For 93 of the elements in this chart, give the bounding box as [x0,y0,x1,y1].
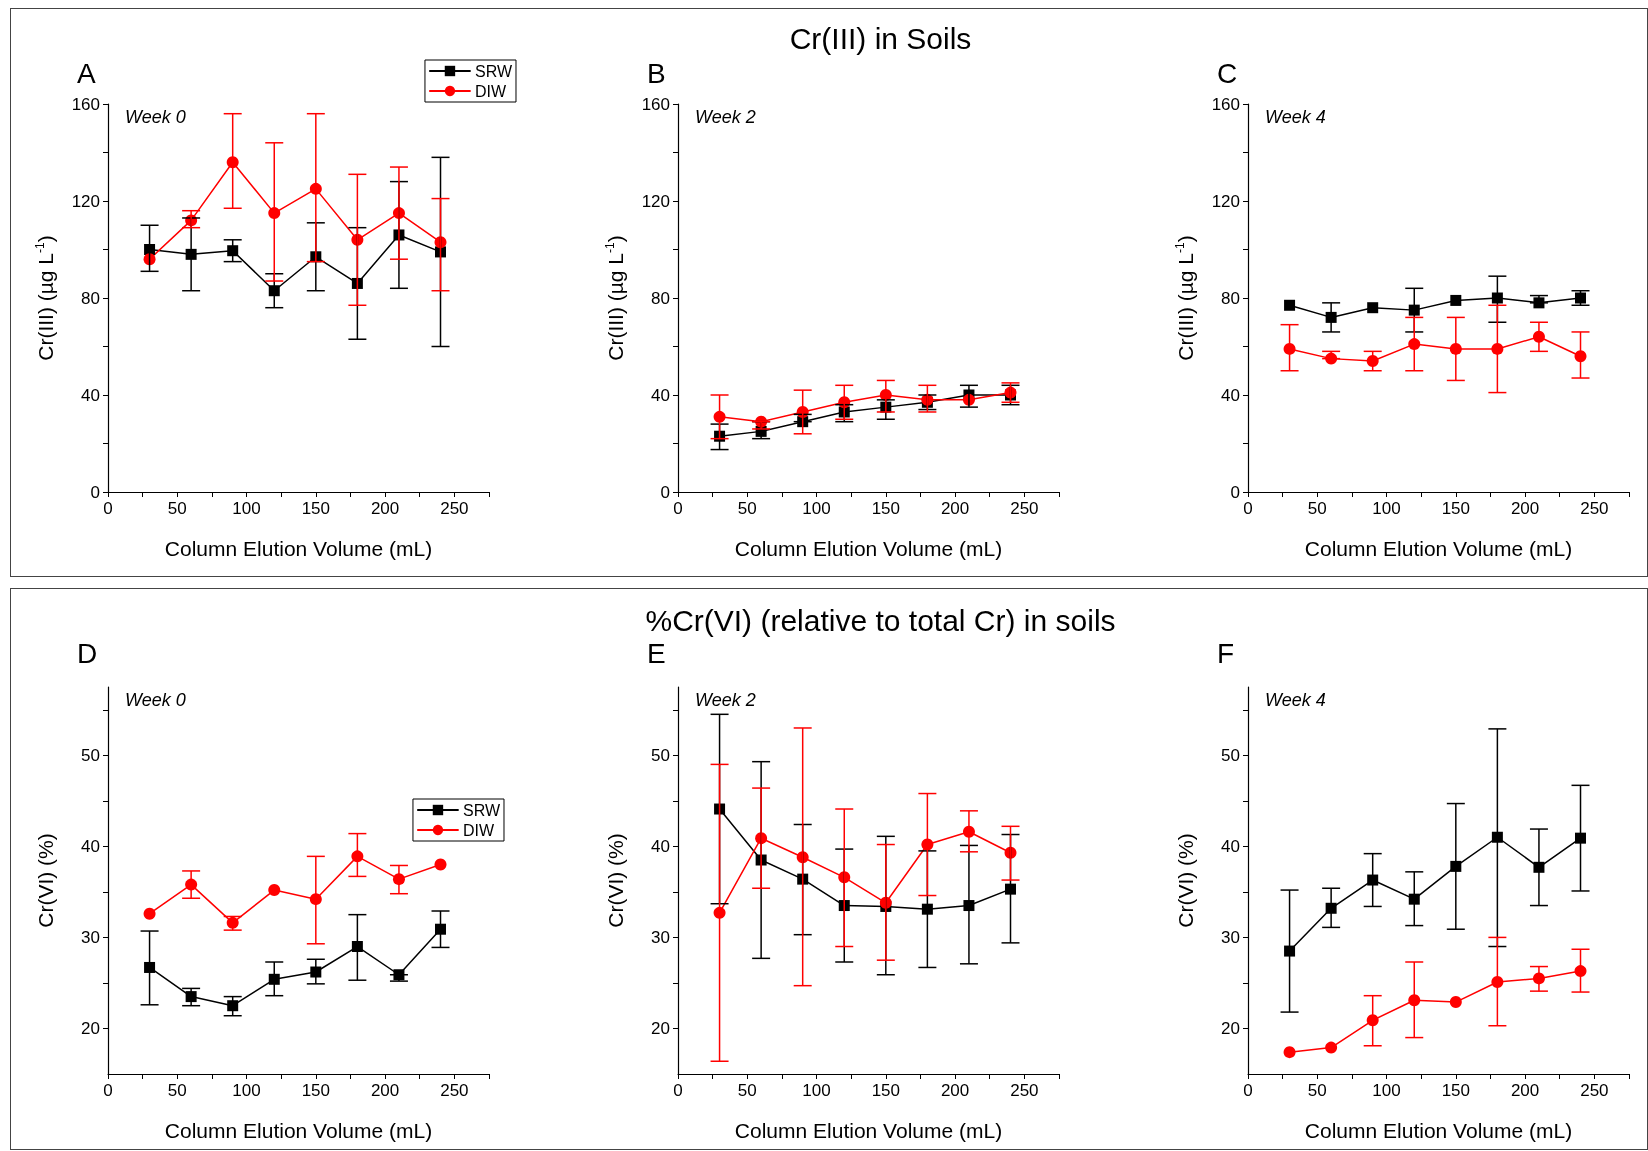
y-tick-label: 30 [1221,927,1240,947]
y-tick-label: 120 [641,191,670,211]
x-tick-label: 50 [737,499,757,518]
legend-label: DIW [462,821,495,839]
x-tick-label: 0 [673,1081,683,1100]
y-tick-label: 0 [1230,482,1240,502]
y-tick-label: 40 [81,836,100,856]
y-axis-title: Cr(III) (µg L-1) [33,235,57,361]
legend-label: DIW [474,82,507,100]
x-tick-label: 250 [1580,499,1609,518]
x-tick-label: 100 [1372,1081,1401,1100]
chart-title: C [1217,57,1238,89]
chart-subtitle: Cr(III) in Soils [789,21,972,55]
x-tick-label: 150 [1441,1081,1471,1100]
y-tick-label: 120 [1211,191,1240,211]
y-axis-title: Cr(III) (µg L-1) [603,235,627,361]
x-tick-label: 0 [1243,1081,1253,1100]
y-tick-label: 160 [1211,94,1240,114]
y-tick-label: 0 [660,482,670,502]
y-tick-label: 20 [651,1018,670,1038]
annotation: Week 2 [695,690,756,710]
legend-label: SRW [474,62,513,80]
x-tick-label: 250 [440,1081,469,1100]
x-tick-label: 0 [673,499,683,518]
x-tick-label: 50 [167,499,187,518]
x-tick-label: 0 [103,499,113,518]
x-tick-label: 200 [1510,499,1540,518]
chart-title: D [77,637,98,669]
x-tick-label: 100 [232,1081,261,1100]
x-tick-label: 150 [301,1081,331,1100]
y-tick-label: 80 [1221,288,1240,308]
chart-title: A [77,57,96,89]
x-tick-label: 250 [440,499,469,518]
x-tick-label: 200 [1510,1081,1540,1100]
chart-title: B [647,57,666,89]
annotation: Week 0 [125,690,186,710]
y-tick-label: 40 [1221,385,1240,405]
y-tick-label: 120 [71,191,100,211]
y-axis-title: Cr(VI) (%) [1174,833,1197,928]
y-tick-label: 40 [651,385,670,405]
y-axis-title: Cr(VI) (%) [604,833,627,928]
y-tick-label: 40 [81,385,100,405]
y-tick-label: 30 [651,927,670,947]
x-axis-title: Column Elution Volume (mL) [1304,1119,1573,1142]
annotation: Week 4 [1265,690,1326,710]
y-tick-label: 30 [81,927,100,947]
x-tick-label: 200 [370,1081,400,1100]
legend-label: SRW [462,801,501,819]
y-tick-label: 80 [81,288,100,308]
x-tick-label: 100 [1372,499,1401,518]
y-tick-label: 0 [90,482,100,502]
x-tick-label: 100 [802,1081,831,1100]
x-tick-label: 0 [103,1081,113,1100]
y-tick-label: 40 [651,836,670,856]
x-tick-label: 200 [370,499,400,518]
x-tick-label: 150 [871,1081,901,1100]
x-axis-title: Column Elution Volume (mL) [1304,537,1573,560]
x-tick-label: 100 [232,499,261,518]
y-tick-label: 20 [1221,1018,1240,1038]
annotation: Week 4 [1265,107,1326,127]
y-tick-label: 160 [71,94,100,114]
x-tick-label: 50 [167,1081,187,1100]
x-tick-label: 50 [737,1081,757,1100]
x-tick-label: 250 [1010,499,1039,518]
x-tick-label: 150 [1441,499,1471,518]
x-tick-label: 250 [1010,1081,1039,1100]
x-tick-label: 150 [301,499,331,518]
y-tick-label: 50 [651,745,670,765]
x-axis-title: Column Elution Volume (mL) [164,1119,433,1142]
x-tick-label: 200 [940,499,970,518]
y-tick-label: 50 [1221,745,1240,765]
y-tick-label: 160 [641,94,670,114]
x-tick-label: 50 [1307,1081,1327,1100]
x-tick-label: 100 [802,499,831,518]
y-axis-title: Cr(VI) (%) [34,833,57,928]
y-tick-label: 80 [651,288,670,308]
x-tick-label: 150 [871,499,901,518]
x-tick-label: 250 [1580,1081,1609,1100]
annotation: Week 0 [125,107,186,127]
x-tick-label: 50 [1307,499,1327,518]
x-tick-label: 200 [940,1081,970,1100]
y-tick-label: 40 [1221,836,1240,856]
y-tick-label: 20 [81,1018,100,1038]
y-axis-title: Cr(III) (µg L-1) [1173,235,1197,361]
y-tick-label: 50 [81,745,100,765]
chart-title: E [647,637,666,669]
x-axis-title: Column Elution Volume (mL) [164,537,433,560]
chart-title: F [1217,637,1235,669]
x-tick-label: 0 [1243,499,1253,518]
x-axis-title: Column Elution Volume (mL) [734,537,1003,560]
annotation: Week 2 [695,107,756,127]
chart-subtitle: %Cr(VI) (relative to total Cr) in soils [645,603,1116,637]
x-axis-title: Column Elution Volume (mL) [734,1119,1003,1142]
